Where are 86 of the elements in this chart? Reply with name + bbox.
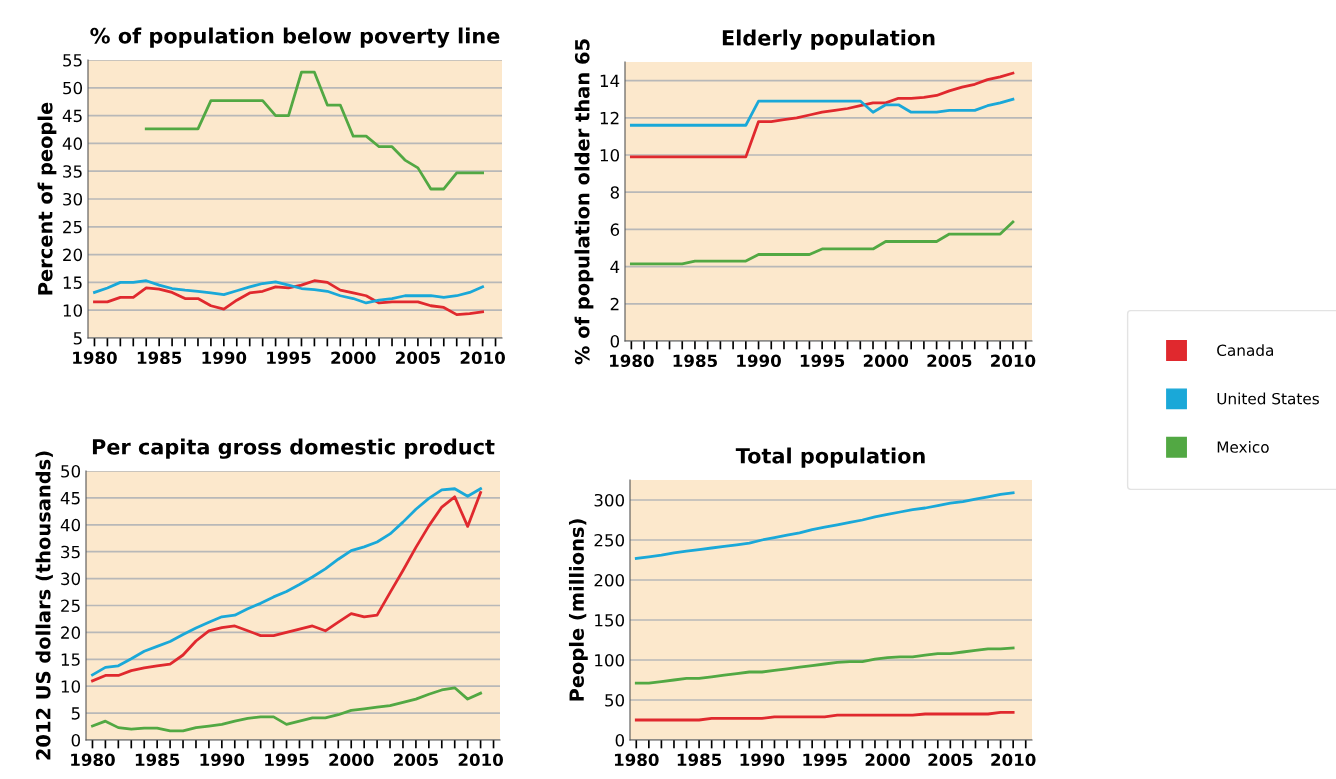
legend-label: Canada (1217, 344, 1273, 357)
x-tick-label: 1995 (800, 354, 845, 368)
y-tick-label: 0 (71, 733, 81, 747)
chart-title: Total population (735, 447, 925, 468)
y-tick-label: 20 (63, 248, 83, 262)
x-tick-label: 1985 (673, 354, 717, 368)
y-tick-label: 50 (63, 81, 83, 95)
x-tick-label: 2000 (865, 753, 910, 767)
x-tick-label: 1990 (202, 351, 247, 365)
y-tick-label: 2 (610, 297, 619, 311)
y-tick-label: 30 (63, 192, 83, 206)
y-tick-label: 6 (610, 223, 620, 236)
y-tick-label: 4 (610, 260, 620, 273)
legend-label: Mexico (1217, 441, 1269, 453)
line-series (629, 97, 1015, 127)
x-tick-label: 1990 (200, 753, 245, 767)
x-tick-label: 2000 (331, 351, 376, 365)
y-tick-label: 5 (71, 707, 80, 720)
x-tick-label: 1985 (135, 753, 180, 767)
x-tick-label: 1980 (73, 351, 117, 365)
line-series (629, 220, 1015, 266)
x-tick-label: 1980 (614, 753, 659, 767)
y-tick-label: 10 (63, 304, 83, 317)
x-tick-label: 1985 (677, 753, 722, 767)
x-tick-label: 1995 (265, 753, 309, 767)
y-axis-title: Percent of people (37, 102, 57, 295)
y-tick-label: 50 (61, 464, 81, 478)
chart-title: % of population below poverty line (90, 27, 500, 48)
line-series (629, 71, 1015, 159)
y-tick-label: 55 (63, 54, 82, 67)
x-tick-label: 1990 (740, 753, 785, 767)
line-series (93, 279, 484, 317)
chart-title: Elderly population (722, 29, 935, 50)
x-tick-label: 1995 (803, 753, 847, 767)
line-series (634, 646, 1015, 685)
y-tick-label: 5 (73, 332, 82, 345)
x-tick-label: 2000 (329, 753, 374, 767)
line-series (634, 491, 1015, 560)
x-tick-label: 2000 (863, 354, 909, 368)
y-axis-title: % of population older than 65 (574, 39, 594, 365)
y-tick-label: 25 (63, 220, 82, 234)
x-tick-label: 1995 (267, 351, 311, 365)
y-tick-label: 12 (600, 111, 619, 125)
y-tick-label: 200 (594, 573, 625, 587)
x-tick-label: 2005 (394, 753, 438, 767)
y-tick-label: 25 (61, 599, 80, 613)
y-tick-label: 35 (61, 545, 80, 559)
y-tick-label: 50 (605, 693, 625, 707)
x-tick-label: 1985 (137, 351, 182, 365)
x-tick-label: 1980 (610, 354, 654, 368)
line-series (634, 711, 1015, 722)
y-tick-label: 100 (595, 653, 625, 667)
y-tick-label: 45 (60, 492, 80, 505)
y-tick-label: 20 (61, 626, 81, 639)
y-tick-label: 35 (63, 165, 82, 178)
y-tick-label: 250 (594, 533, 625, 547)
y-tick-label: 30 (61, 572, 81, 586)
x-tick-label: 1980 (71, 753, 115, 767)
x-tick-label: 2005 (927, 354, 972, 368)
y-tick-label: 300 (594, 493, 625, 507)
line-series (144, 70, 484, 191)
y-tick-label: 8 (610, 186, 619, 199)
y-tick-label: 10 (61, 680, 81, 693)
y-tick-label: 40 (62, 137, 83, 150)
y-tick-label: 0 (610, 334, 620, 348)
x-tick-label: 2010 (991, 354, 1036, 368)
chart-title: Per capita gross domestic product (92, 438, 495, 459)
y-tick-label: 14 (600, 74, 620, 87)
x-tick-label: 2010 (458, 753, 503, 767)
legend-label: United States (1217, 392, 1319, 405)
line-series (91, 686, 482, 733)
y-tick-label: 0 (615, 733, 625, 747)
y-tick-label: 15 (63, 276, 82, 289)
y-tick-label: 10 (600, 148, 620, 162)
y-axis-title: People (millions) (568, 519, 588, 701)
y-tick-label: 45 (62, 109, 82, 123)
y-tick-label: 15 (61, 653, 80, 666)
x-tick-label: 2005 (396, 351, 440, 365)
x-tick-label: 1990 (737, 354, 781, 368)
x-tick-label: 2005 (928, 753, 973, 767)
x-tick-label: 2010 (460, 351, 505, 365)
y-axis-title: 2012 US dollars (thousands) (35, 451, 53, 760)
y-tick-label: 150 (595, 613, 625, 627)
line-series (93, 279, 484, 305)
y-tick-label: 40 (60, 518, 81, 532)
x-tick-label: 2010 (991, 753, 1036, 767)
